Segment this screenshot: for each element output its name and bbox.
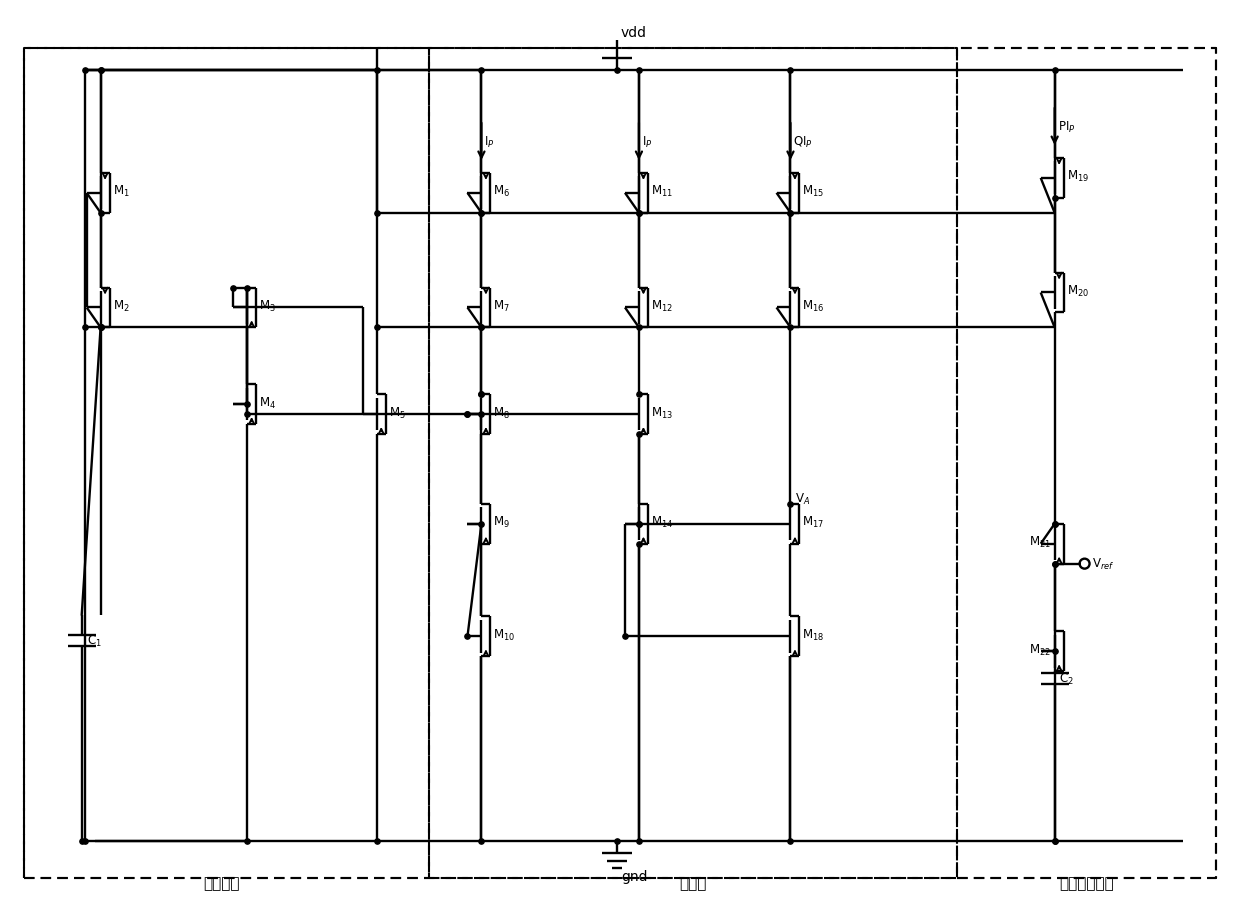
Text: M$_{21}$: M$_{21}$ — [1029, 535, 1050, 549]
Text: M$_{12}$: M$_{12}$ — [651, 299, 673, 314]
Text: I$_P$: I$_P$ — [642, 134, 652, 150]
Text: M$_{20}$: M$_{20}$ — [1066, 283, 1089, 299]
Text: M$_{22}$: M$_{22}$ — [1029, 642, 1050, 658]
Text: M$_{16}$: M$_{16}$ — [802, 299, 825, 314]
Text: gnd: gnd — [621, 869, 647, 883]
Text: M$_2$: M$_2$ — [113, 299, 129, 314]
Text: M$_1$: M$_1$ — [113, 184, 129, 199]
Text: M$_{17}$: M$_{17}$ — [802, 515, 825, 529]
Text: I$_P$: I$_P$ — [485, 134, 495, 150]
Text: M$_7$: M$_7$ — [494, 299, 510, 314]
Text: M$_9$: M$_9$ — [494, 515, 511, 529]
Text: PI$_P$: PI$_P$ — [1058, 120, 1075, 135]
Text: M$_6$: M$_6$ — [494, 184, 511, 199]
Text: C$_2$: C$_2$ — [1059, 671, 1074, 686]
Text: M$_8$: M$_8$ — [494, 405, 511, 420]
Text: M$_3$: M$_3$ — [259, 299, 277, 314]
Text: 电流源: 电流源 — [680, 875, 707, 890]
Text: M$_{15}$: M$_{15}$ — [802, 184, 825, 199]
Text: M$_{11}$: M$_{11}$ — [651, 184, 673, 199]
Text: M$_{10}$: M$_{10}$ — [494, 627, 516, 642]
Text: M$_5$: M$_5$ — [388, 405, 405, 420]
Text: M$_{14}$: M$_{14}$ — [651, 515, 673, 529]
Text: M$_{13}$: M$_{13}$ — [651, 405, 673, 420]
Text: C$_1$: C$_1$ — [87, 633, 102, 649]
Text: M$_{18}$: M$_{18}$ — [802, 627, 825, 642]
Text: V$_A$: V$_A$ — [795, 492, 811, 507]
Text: 温度补偿电路: 温度补偿电路 — [1059, 875, 1114, 890]
Text: 启动电路: 启动电路 — [203, 875, 239, 890]
Text: QI$_P$: QI$_P$ — [794, 134, 813, 150]
Text: vdd: vdd — [621, 26, 647, 41]
Text: V$_{ref}$: V$_{ref}$ — [1091, 557, 1114, 572]
Text: M$_4$: M$_4$ — [259, 395, 277, 410]
Text: M$_{19}$: M$_{19}$ — [1066, 169, 1089, 184]
